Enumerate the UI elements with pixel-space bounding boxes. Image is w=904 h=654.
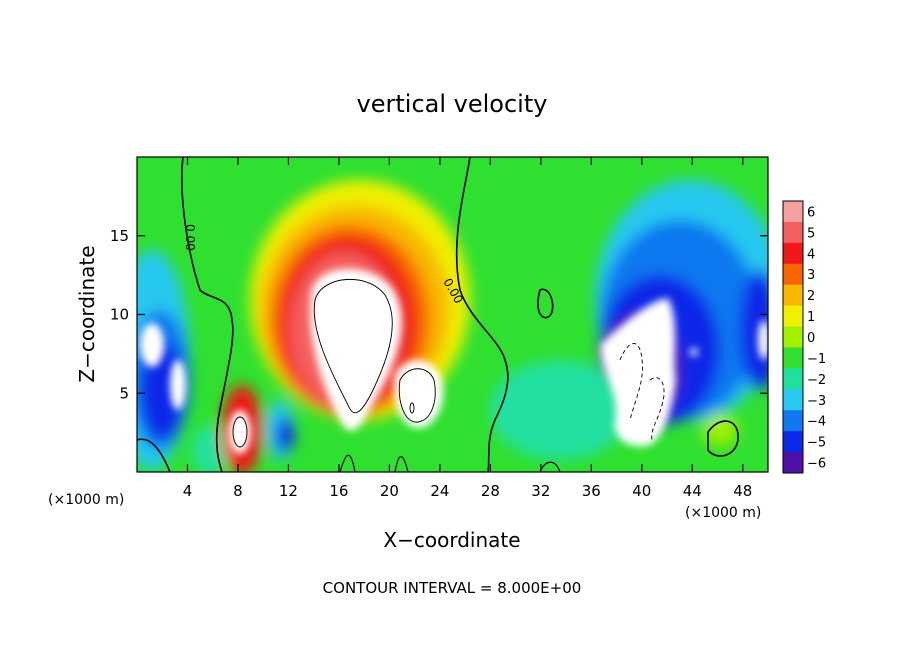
x-tick-label: 32: [531, 482, 550, 500]
x-axis-ticks: 4 8 12 16 20 24 28 32 36 40 44 48: [183, 157, 752, 500]
contour-label: 0.00: [183, 224, 197, 251]
x-tick-label: 28: [481, 482, 500, 500]
colorbar-frame: [782, 200, 804, 474]
x-tick-label: 36: [582, 482, 601, 500]
colorbar-label: −5: [807, 436, 826, 451]
contour-interval-note: CONTOUR INTERVAL = 8.000E+00: [323, 579, 582, 597]
x-tick-label: 8: [233, 482, 243, 500]
colorbar-swatch: [783, 431, 803, 453]
colorbar-swatch: [783, 368, 803, 390]
colorbar-swatch: [783, 242, 803, 265]
colorbar-label: 4: [807, 247, 815, 262]
x-tick-label: 24: [430, 482, 449, 500]
x-tick-label: 16: [329, 482, 348, 500]
colorbar-label: 2: [807, 289, 815, 304]
colorbar-swatch: [783, 221, 803, 244]
x-tick-label: 4: [183, 482, 193, 500]
x-tick-label: 40: [632, 482, 651, 500]
y-axis-ticks: 5 10 15: [110, 227, 768, 402]
x-tick-label: 12: [279, 482, 298, 500]
contour-lines-thin: [232, 278, 665, 448]
chart-title: vertical velocity: [357, 90, 548, 118]
colorbar-label: −2: [807, 373, 826, 388]
colorbar-swatch: [783, 347, 803, 369]
y-tick-label: 10: [110, 306, 129, 324]
colorbar-swatch: [783, 201, 803, 223]
colorbar-swatch: [783, 410, 803, 432]
colorbar-label: −6: [807, 457, 826, 472]
heatmap-field: [137, 157, 768, 472]
colorbar-swatch: [783, 284, 803, 307]
x-unit-right: (×1000 m): [685, 505, 761, 521]
x-tick-label: 20: [380, 482, 399, 500]
colorbar-label: 1: [807, 310, 815, 325]
colorbar-swatch: [783, 263, 803, 286]
x-tick-label: 48: [733, 482, 752, 500]
x-unit-left: (×1000 m): [48, 492, 124, 508]
y-tick-label: 15: [110, 227, 129, 245]
y-tick-label: 5: [119, 384, 129, 402]
colorbar-swatch: [783, 389, 803, 411]
colorbar: 6 5 4 3 2 1 0 −1 −2 −3 −4 −5 −6: [782, 200, 826, 474]
x-tick-label: 44: [683, 482, 702, 500]
colorbar-label: 6: [807, 205, 815, 220]
contour-lines: [137, 157, 739, 472]
colorbar-label: 5: [807, 226, 815, 241]
colorbar-swatch: [783, 326, 803, 348]
y-axis-label: Z−coordinate: [75, 245, 99, 382]
colorbar-label: −1: [807, 352, 826, 367]
colorbar-label: 0: [807, 331, 815, 346]
colorbar-label: −3: [807, 394, 826, 409]
colorbar-label: −4: [807, 415, 826, 430]
colorbar-swatch: [783, 452, 803, 474]
x-axis-label: X−coordinate: [383, 528, 520, 552]
colorbar-swatch: [783, 305, 803, 328]
colorbar-label: 3: [807, 268, 815, 283]
